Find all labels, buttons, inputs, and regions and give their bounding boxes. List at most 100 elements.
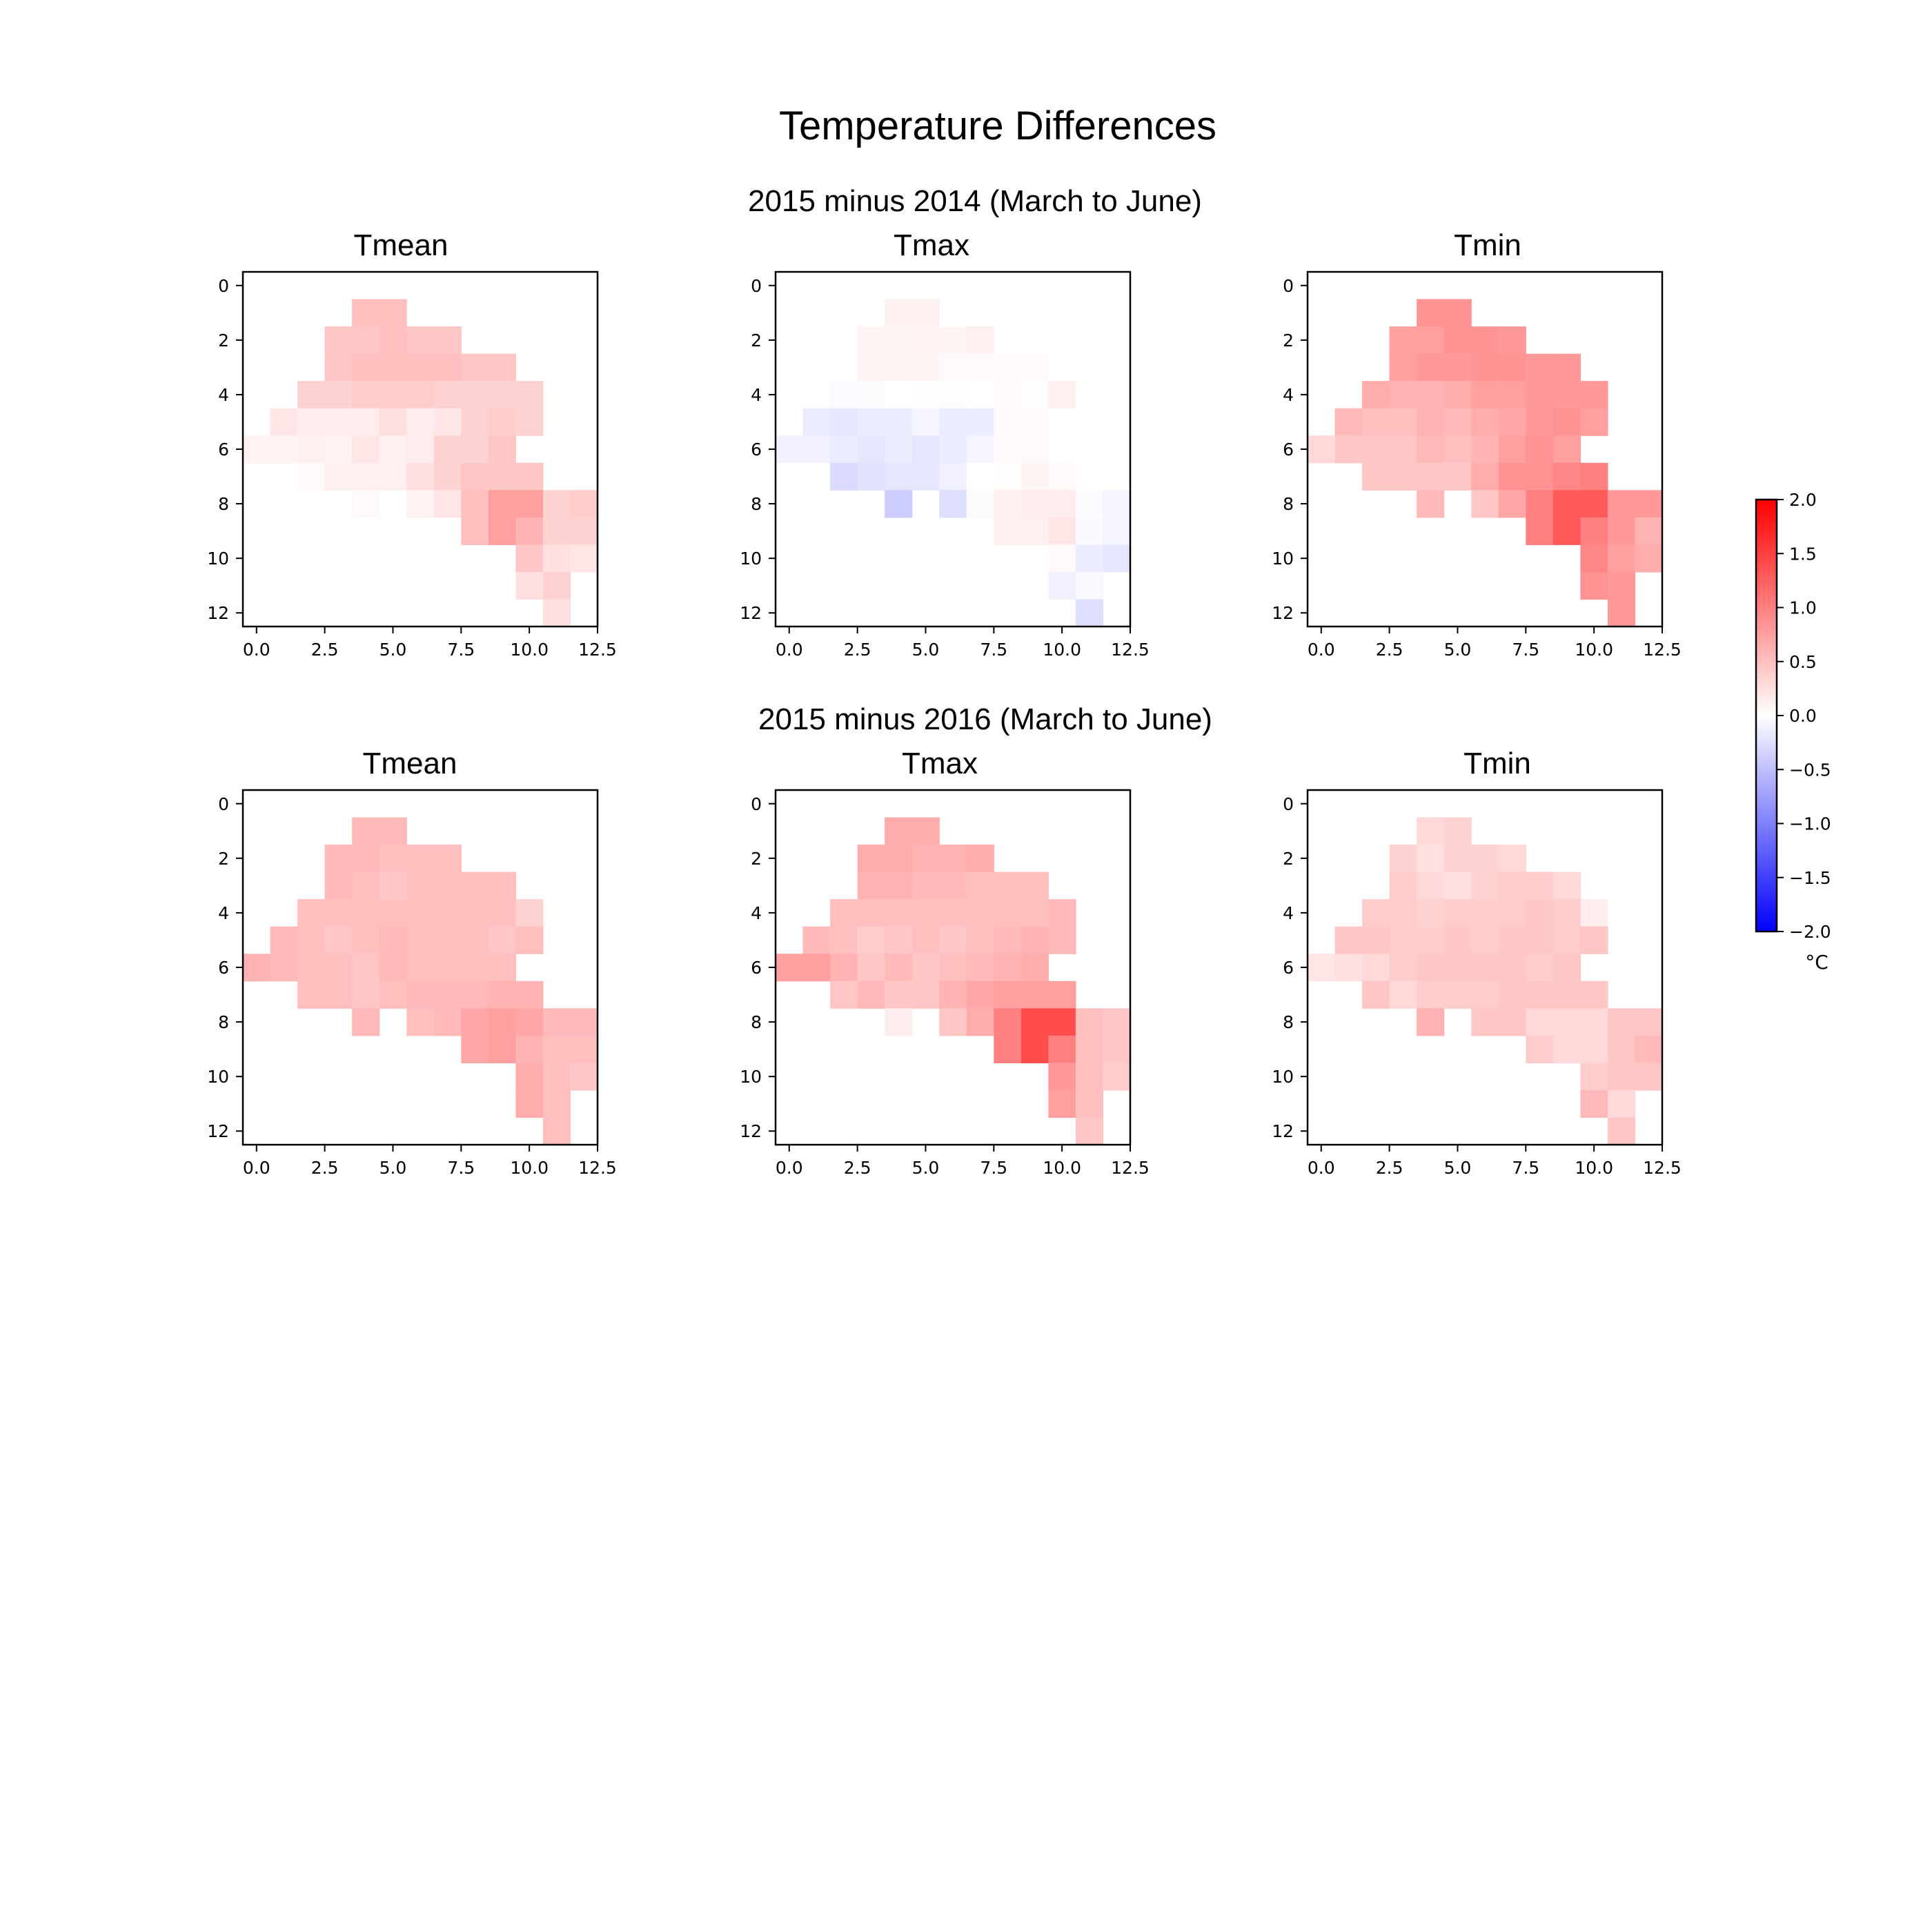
heatmap-cell xyxy=(1443,435,1472,464)
heatmap-cell xyxy=(1417,381,1445,409)
heatmap-cell xyxy=(461,490,489,518)
heatmap-cell xyxy=(966,408,994,436)
heatmap-cell xyxy=(776,954,804,982)
heatmap-cell xyxy=(1526,353,1554,382)
heatmap-cell xyxy=(515,490,544,518)
heatmap-cell xyxy=(406,845,435,873)
heatmap-panel: 2015 minus 2014 (March to June) Tmean 0.0 2… xyxy=(207,184,1202,660)
heatmap-cell xyxy=(1580,517,1608,545)
heatmap-cell xyxy=(885,462,913,491)
heatmap-cell xyxy=(1471,408,1499,436)
heatmap-cell xyxy=(515,462,544,491)
heatmap-cell xyxy=(1471,435,1499,464)
heatmap-cell xyxy=(542,571,571,600)
heatmap-cell xyxy=(1362,899,1390,927)
y-tick-label: 2 xyxy=(1283,331,1294,351)
heatmap-cell xyxy=(1635,1035,1663,1063)
heatmap-cell xyxy=(297,926,326,954)
heatmap-cell xyxy=(994,1035,1022,1063)
heatmap-cell xyxy=(1417,980,1445,1009)
heatmap-cell xyxy=(243,435,271,464)
heatmap-cell xyxy=(885,845,913,873)
heatmap-cell xyxy=(1048,980,1076,1009)
heatmap-cell xyxy=(911,980,940,1009)
heatmap-cell xyxy=(939,462,967,491)
y-tick-label: 0 xyxy=(751,276,762,296)
heatmap-cell xyxy=(1526,435,1554,464)
y-tick-label: 4 xyxy=(751,903,762,923)
heatmap-cell xyxy=(1443,871,1472,900)
heatmap-cell xyxy=(966,926,994,954)
heatmap-cell xyxy=(515,517,544,545)
heatmap-cell xyxy=(461,871,489,900)
heatmap-cell xyxy=(352,926,380,954)
heatmap-cell xyxy=(515,1008,544,1036)
heatmap-cell xyxy=(379,845,407,873)
heatmap-cell xyxy=(1417,353,1445,382)
heatmap-cell xyxy=(1048,408,1076,436)
colorbar-tick-label: 1.5 xyxy=(1789,544,1817,564)
y-tick-label: 10 xyxy=(1272,549,1294,569)
heatmap-cell xyxy=(1471,845,1499,873)
heatmap-cell xyxy=(515,899,544,927)
heatmap-cell xyxy=(1362,381,1390,409)
heatmap-cell xyxy=(1362,462,1390,491)
heatmap-cell xyxy=(542,1117,571,1145)
heatmap-cell xyxy=(270,926,298,954)
heatmap-cell xyxy=(1526,408,1554,436)
heatmap-cell xyxy=(885,490,913,518)
heatmap-cell xyxy=(911,353,940,382)
heatmap-cell xyxy=(1498,462,1526,491)
heatmap-cell xyxy=(857,899,885,927)
x-tick-label: 5.0 xyxy=(379,640,407,660)
x-tick-label: 2.5 xyxy=(311,1158,339,1178)
y-tick-label: 2 xyxy=(751,331,762,351)
y-tick-label: 10 xyxy=(207,549,229,569)
heatmap-cell xyxy=(270,954,298,982)
heatmap-cell xyxy=(1526,1008,1554,1036)
heatmap-cell xyxy=(1607,1063,1636,1091)
heatmap-cell xyxy=(802,926,831,954)
heatmap-cell xyxy=(352,299,380,327)
x-tick-label: 0.0 xyxy=(243,1158,270,1178)
heatmap-cell xyxy=(1471,954,1499,982)
heatmap-cell xyxy=(994,871,1022,900)
heatmap-cell xyxy=(857,462,885,491)
heatmap-cell xyxy=(1075,1063,1104,1091)
y-tick-label: 8 xyxy=(1283,494,1294,514)
heatmap-cell xyxy=(352,817,380,845)
heatmap-cell xyxy=(515,381,544,409)
heatmap-cell xyxy=(379,353,407,382)
heatmap-cell xyxy=(570,517,598,545)
heatmap-cell xyxy=(830,435,858,464)
heatmap-cell xyxy=(324,954,353,982)
heatmap-cell xyxy=(1389,980,1417,1009)
heatmap-cell xyxy=(1362,954,1390,982)
heatmap-cell xyxy=(939,926,967,954)
heatmap-cell xyxy=(830,408,858,436)
x-tick-label: 5.0 xyxy=(912,640,940,660)
heatmap-cell xyxy=(1552,954,1581,982)
y-tick-label: 12 xyxy=(207,1121,229,1141)
heatmap-cell xyxy=(1417,954,1445,982)
heatmap-cell xyxy=(1607,544,1636,573)
heatmap-cell xyxy=(1417,871,1445,900)
heatmap-cell xyxy=(885,926,913,954)
panel-title: Tmean xyxy=(363,747,457,780)
heatmap-cell xyxy=(966,462,994,491)
heatmap-cell xyxy=(1389,353,1417,382)
heatmap-cell xyxy=(1552,408,1581,436)
heatmap-cell xyxy=(1498,326,1526,355)
heatmap-cell xyxy=(1389,435,1417,464)
heatmap-cell xyxy=(1526,954,1554,982)
heatmap-cell xyxy=(1607,517,1636,545)
heatmap-cell xyxy=(406,1008,435,1036)
heatmap-cell xyxy=(324,408,353,436)
heatmap-cell xyxy=(1471,871,1499,900)
heatmap-cell xyxy=(857,408,885,436)
heatmap-cell xyxy=(461,435,489,464)
x-tick-label: 10.0 xyxy=(1043,640,1081,660)
heatmap-cell xyxy=(966,435,994,464)
heatmap-cell xyxy=(433,954,462,982)
